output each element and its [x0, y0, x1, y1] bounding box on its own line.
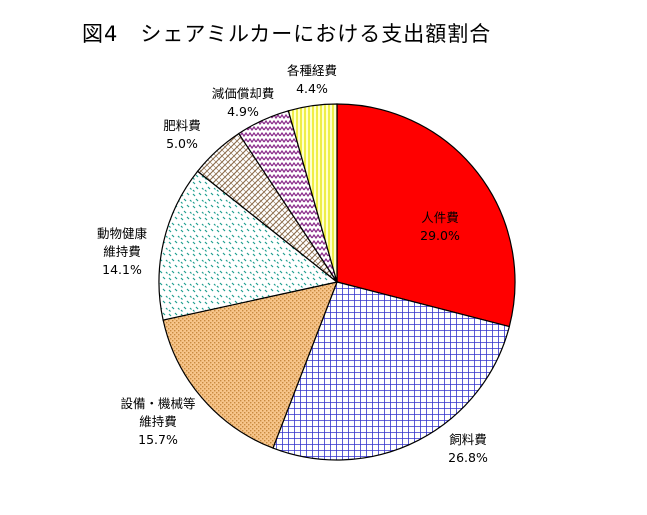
pie-slice-3 — [162, 281, 338, 449]
pie-slice-7 — [287, 103, 338, 283]
slice-label-7: 各種経費 4.4% — [287, 63, 337, 96]
slice-label-6: 減価償却費 4.9% — [212, 86, 275, 119]
slice-label-1: 人件費 29.0% — [420, 210, 460, 243]
slice-label-2: 飼料費 26.8% — [448, 432, 488, 465]
slice-label-4: 動物健康維持費 14.1% — [97, 226, 148, 277]
slice-label-5: 肥料費 5.0% — [163, 118, 201, 151]
pie-slice-2 — [272, 281, 511, 461]
pie-slice-1 — [336, 103, 516, 328]
pie-slice-4 — [158, 170, 339, 321]
slice-label-3: 設備・機械等維持費 15.7% — [120, 396, 195, 447]
chart-title: 図4 シェアミルカーにおける支出額割合 — [82, 22, 492, 46]
